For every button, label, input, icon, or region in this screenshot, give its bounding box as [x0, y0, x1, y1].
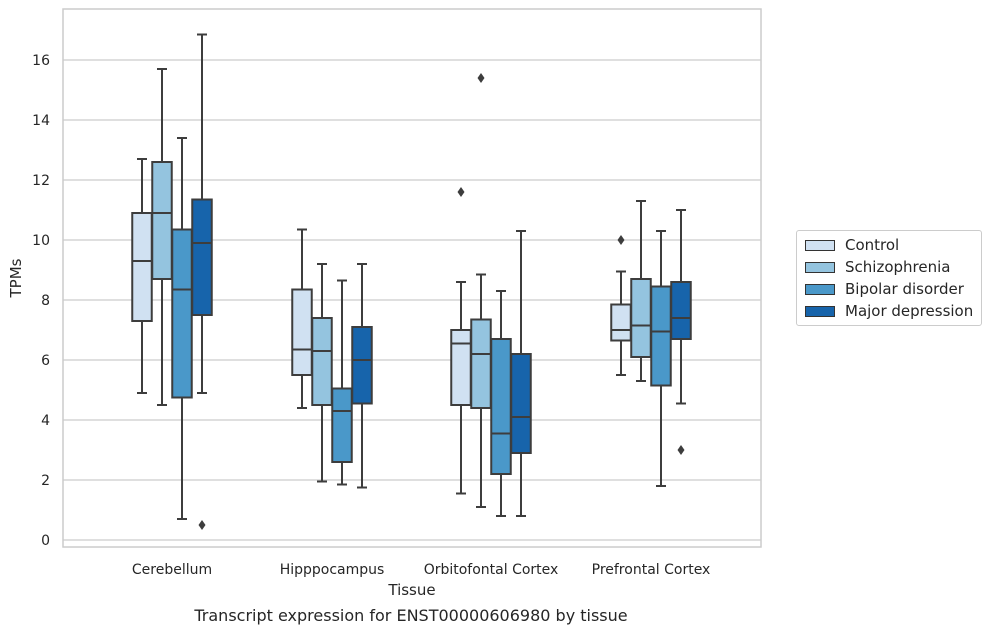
- y-tick-label: 8: [41, 293, 50, 309]
- y-tick-label: 10: [32, 233, 50, 249]
- box: [151, 161, 173, 280]
- y-tick-label: 0: [41, 533, 50, 549]
- legend-label-schizophrenia: Schizophrenia: [845, 258, 951, 276]
- x-axis-label: Tissue: [387, 581, 435, 599]
- legend-item-major-depression: Major depression: [805, 300, 973, 322]
- box: [291, 288, 313, 376]
- box: [610, 303, 632, 342]
- outlier-point: [617, 235, 625, 245]
- x-tick-label: Hipppocampus: [280, 562, 385, 578]
- legend-label-bipolar-disorder: Bipolar disorder: [845, 280, 964, 298]
- box: [510, 353, 532, 454]
- x-tick-label: Orbitofontal Cortex: [424, 562, 559, 578]
- box: [470, 318, 492, 409]
- outlier-point: [677, 445, 685, 455]
- box: [490, 338, 512, 475]
- box: [171, 228, 193, 399]
- box: [670, 281, 692, 340]
- y-tick-label: 12: [32, 173, 50, 189]
- box-groups: [131, 33, 692, 530]
- box: [650, 285, 672, 387]
- x-tick-label: Cerebellum: [132, 562, 212, 578]
- box: [450, 329, 472, 406]
- legend-swatch-control: [805, 239, 835, 251]
- box: [311, 317, 333, 406]
- y-axis-ticks: 0 2 4 6 8 10 12 14 16: [32, 53, 50, 549]
- outlier-point: [198, 520, 206, 530]
- x-axis-ticks: Cerebellum Hipppocampus Orbitofontal Corte…: [132, 562, 710, 578]
- chart-caption: Transcript expression for ENST0000060698…: [194, 606, 628, 625]
- y-tick-label: 4: [41, 413, 50, 429]
- legend-item-schizophrenia: Schizophrenia: [805, 256, 950, 278]
- legend-label-major-depression: Major depression: [845, 302, 974, 320]
- legend-swatch-major-depression: [805, 305, 835, 317]
- grid-lines: [63, 59, 761, 541]
- y-axis-label: TPMs: [7, 258, 25, 298]
- x-tick-label: Prefrontal Cortex: [592, 562, 711, 578]
- box: [191, 198, 213, 316]
- legend-item-control: Control: [805, 234, 899, 256]
- legend-swatch-schizophrenia: [805, 261, 835, 273]
- legend-item-bipolar-disorder: Bipolar disorder: [805, 278, 964, 300]
- box: [331, 387, 353, 463]
- outlier-point: [457, 187, 465, 197]
- legend: Control Schizophrenia Bipolar disorder M…: [796, 230, 982, 326]
- box: [351, 326, 373, 405]
- outlier-point: [477, 73, 485, 83]
- legend-swatch-bipolar-disorder: [805, 283, 835, 295]
- box: [131, 212, 153, 322]
- y-tick-label: 2: [41, 473, 50, 489]
- y-tick-label: 16: [32, 53, 50, 69]
- legend-label-control: Control: [845, 236, 900, 254]
- box: [630, 278, 652, 358]
- y-tick-label: 6: [41, 353, 50, 369]
- y-tick-label: 14: [32, 113, 50, 129]
